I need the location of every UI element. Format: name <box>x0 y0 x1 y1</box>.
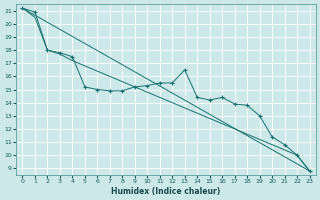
X-axis label: Humidex (Indice chaleur): Humidex (Indice chaleur) <box>111 187 221 196</box>
